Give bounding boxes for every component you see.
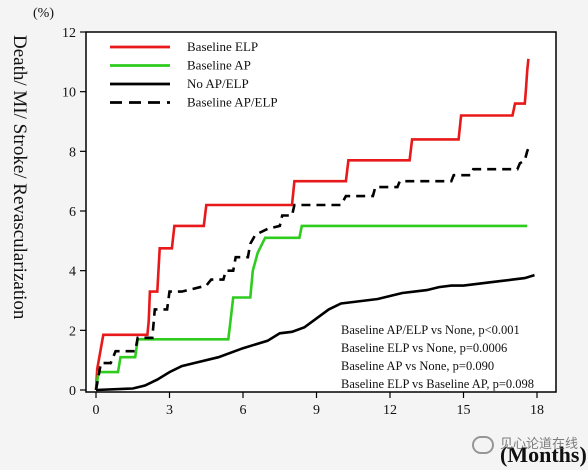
legend-label-2: Baseline AP [187,58,251,73]
series-line-4 [94,144,531,391]
series-line-2 [94,224,528,391]
y-tick-label-12: 12 [62,26,76,41]
y-unit-label: (%) [33,6,54,21]
axis-ticks: 0 3 6 9 12 15 18 0 2 4 6 8 10 12 [62,26,544,418]
p-value-annotations: Baseline AP/ELP vs None, p<0.001 Baseline… [341,323,534,391]
series-line-1 [94,58,530,391]
watermark-text: 见心论道在线 [500,437,579,452]
y-tick-label-0: 0 [69,384,76,399]
y-axis-title: Death/ MI/ Stroke/ Revascularization [9,35,30,320]
x-axis-title: (Months) [500,442,587,467]
plot-area [85,31,557,393]
x-tick-label-3: 3 [166,403,173,418]
legend-label-1: Baseline ELP [187,39,258,54]
legend: Baseline ELP Baseline AP No AP/ELP Baseline… [110,39,278,110]
watermark: 见心论道在线 [472,433,578,454]
series-line-3 [95,273,535,392]
x-tick-label-18: 18 [530,403,544,418]
x-tick-label-0: 0 [93,403,100,418]
x-tick-label-15: 15 [457,403,471,418]
y-tick-label-6: 6 [69,205,76,220]
y-tick-label-2: 2 [69,324,76,339]
legend-label-4: Baseline AP/ELP [187,95,278,110]
annotation-1: Baseline AP/ELP vs None, p<0.001 [341,323,520,337]
wechat-icon [472,435,494,454]
annotation-3: Baseline AP vs None, p=0.090 [341,359,494,373]
y-tick-label-10: 10 [62,86,76,101]
x-tick-label-6: 6 [240,403,247,418]
legend-label-3: No AP/ELP [187,76,249,91]
annotation-4: Baseline ELP vs Baseline AP, p=0.098 [341,377,534,391]
y-tick-label-4: 4 [69,265,76,280]
series-lines [94,58,535,392]
y-tick-label-8: 8 [69,145,76,160]
x-tick-label-9: 9 [313,403,320,418]
annotation-2: Baseline ELP vs None, p=0.0006 [341,341,507,355]
x-tick-label-12: 12 [383,403,397,418]
